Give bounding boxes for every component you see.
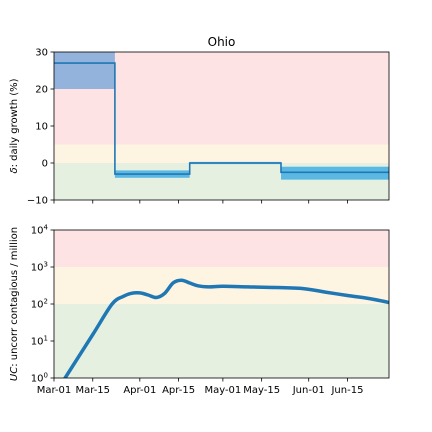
x-tick-label: Mar-15 [75, 385, 110, 396]
growth-y-ticks: −10 0 10 20 30 [27, 48, 54, 207]
contagious-y-tick-label: 101 [31, 335, 48, 348]
growth-uncertainty-band-0 [54, 52, 115, 89]
contagious-y-axis-label: UC: uncorr contagious / million [9, 227, 20, 381]
growth-uncertainty-band-3 [281, 167, 389, 180]
tick-base: 10 [31, 226, 44, 237]
x-tick-label: Apr-01 [123, 385, 156, 396]
contagious-y-tick-label: 102 [31, 298, 48, 311]
growth-y-tick-label: 30 [35, 48, 48, 59]
contagious-x-ticks: Mar-01 Mar-15 Apr-01 Apr-15 May-01 May-15 Jun-… [37, 378, 364, 396]
x-tick-label: Jun-15 [330, 385, 363, 396]
tick-base: 10 [31, 263, 44, 274]
growth-y-tick-label: 0 [42, 159, 48, 170]
growth-x-ticks [54, 200, 347, 204]
growth-y-axis-text: : daily growth (%) [9, 78, 20, 167]
tick-exponent: 4 [44, 224, 49, 232]
x-tick-label: Jun-01 [292, 385, 325, 396]
tick-exponent: 3 [44, 261, 48, 269]
contagious-y-axis-symbol: UC [9, 367, 20, 381]
tick-base: 10 [31, 300, 44, 311]
x-tick-label: May-01 [204, 385, 241, 396]
growth-y-axis-label: δ: daily growth (%) [9, 78, 20, 173]
tick-base: 10 [31, 337, 44, 348]
contagious-y-tick-label: 103 [31, 261, 48, 274]
growth-panel: −10 0 10 20 30 Ohio δ: daily growth (%) [9, 35, 389, 207]
growth-y-tick-label: −10 [27, 196, 48, 207]
tick-exponent: 1 [44, 335, 48, 343]
contagious-y-axis-text: : uncorr contagious / million [9, 227, 20, 367]
x-tick-label: May-15 [243, 385, 280, 396]
x-tick-label: Apr-15 [162, 385, 195, 396]
tick-exponent: 2 [44, 298, 48, 306]
contagious-y-tick-label: 104 [31, 224, 49, 237]
growth-y-tick-label: 10 [35, 122, 48, 133]
tick-exponent: 0 [44, 372, 48, 380]
chart-title: Ohio [208, 35, 236, 49]
contagious-background-bands [54, 230, 389, 378]
growth-y-tick-label: 20 [35, 85, 48, 96]
contagious-band-2 [54, 230, 389, 267]
contagious-y-tick-label: 100 [31, 372, 48, 385]
growth-band-1 [54, 145, 389, 164]
x-tick-label: Mar-01 [37, 385, 72, 396]
tick-base: 10 [31, 374, 44, 385]
